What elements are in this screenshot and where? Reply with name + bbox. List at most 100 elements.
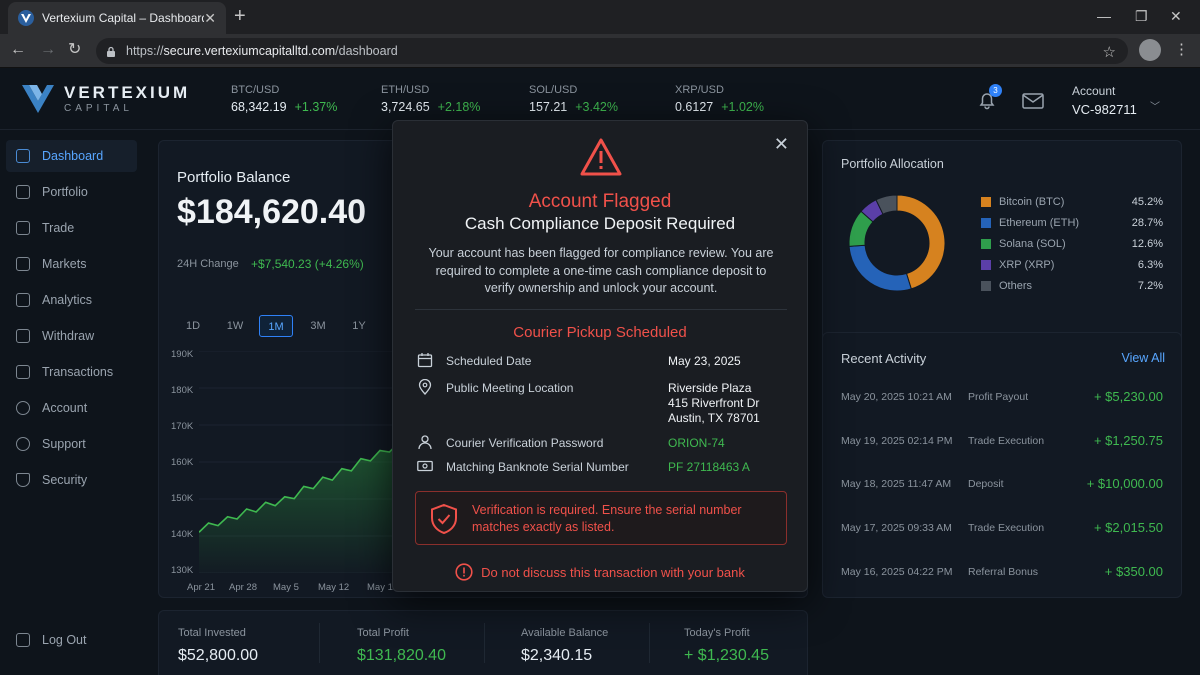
activity-row[interactable]: May 19, 2025 02:14 PM Trade Execution + $1… bbox=[841, 431, 1163, 451]
mail-icon[interactable] bbox=[1022, 93, 1044, 109]
warning-text: Verification is required. Ensure the ser… bbox=[472, 503, 742, 534]
allocation-donut-chart[interactable] bbox=[839, 185, 955, 301]
sidebar-item-analytics[interactable]: Analytics bbox=[6, 284, 137, 316]
browser-tab[interactable]: Vertexium Capital – Dashboard ✕ bbox=[8, 2, 226, 34]
legend-label: Ethereum (ETH) bbox=[999, 217, 1080, 229]
stat-label: Total Profit bbox=[357, 627, 409, 639]
ticker-sol[interactable]: SOL/USD 157.21 +3.42% bbox=[529, 84, 618, 114]
logout-label: Log Out bbox=[42, 633, 87, 647]
balance-line bbox=[199, 442, 399, 533]
sidebar-item-portfolio[interactable]: Portfolio bbox=[6, 176, 137, 208]
activity-date: May 19, 2025 02:14 PM bbox=[841, 435, 953, 447]
x-tick-label: Apr 28 bbox=[229, 582, 257, 593]
sidebar-item-transactions[interactable]: Transactions bbox=[6, 356, 137, 388]
modal-footer-warning: Do not discuss this transaction with you… bbox=[393, 563, 807, 581]
divider bbox=[649, 623, 650, 663]
sidebar-item-withdraw[interactable]: Withdraw bbox=[6, 320, 137, 352]
legend-item-btc: Bitcoin (BTC) 45.2% bbox=[981, 196, 1163, 208]
ticker-xrp[interactable]: XRP/USD 0.6127 +1.02% bbox=[675, 84, 764, 114]
donut-slice[interactable] bbox=[848, 244, 912, 292]
sidebar-item-label: Portfolio bbox=[42, 185, 88, 199]
range-1y[interactable]: 1Y bbox=[352, 320, 366, 332]
logout-button[interactable]: Log Out bbox=[6, 624, 137, 656]
legend-item-xrp: XRP (XRP) 6.3% bbox=[981, 259, 1163, 271]
stat-label: Available Balance bbox=[521, 627, 609, 639]
ticker-pair: SOL/USD bbox=[529, 84, 578, 96]
activity-amount: + $2,015.50 bbox=[1093, 520, 1163, 535]
activity-amount: + $10,000.00 bbox=[1086, 476, 1163, 491]
ticker-pair: ETH/USD bbox=[381, 84, 430, 96]
sidebar-item-label: Withdraw bbox=[42, 329, 95, 343]
activity-row[interactable]: May 17, 2025 09:33 AM Trade Execution + $2… bbox=[841, 518, 1163, 538]
ticker-change: +3.42% bbox=[575, 100, 618, 114]
bookmark-star-icon[interactable]: ☆ bbox=[1102, 44, 1116, 61]
stat-value: + $1,230.45 bbox=[684, 647, 769, 664]
tab-title: Vertexium Capital – Dashboard bbox=[42, 11, 205, 25]
chevron-down-icon[interactable]: ﹀ bbox=[1150, 102, 1160, 113]
reload-icon[interactable]: ↻ bbox=[68, 41, 82, 58]
maximize-icon[interactable]: ❐ bbox=[1135, 8, 1148, 24]
close-window-icon[interactable]: ✕ bbox=[1170, 8, 1182, 24]
activity-row[interactable]: May 18, 2025 11:47 AM Deposit + $10,000.00 bbox=[841, 474, 1163, 494]
warning-triangle-icon bbox=[580, 138, 622, 176]
range-1m[interactable]: 1M bbox=[259, 315, 293, 337]
account-menu[interactable]: Account VC-982711 bbox=[1072, 84, 1137, 117]
user-icon bbox=[418, 435, 432, 450]
activity-row[interactable]: May 20, 2025 10:21 AM Profit Payout + $5,2… bbox=[841, 387, 1163, 407]
forward-icon[interactable]: → bbox=[40, 41, 56, 58]
analytics-icon bbox=[16, 293, 30, 307]
sidebar: Dashboard Portfolio Trade Markets Analyt… bbox=[0, 130, 148, 675]
balance-value: $184,620.40 bbox=[177, 193, 367, 231]
view-all-link[interactable]: View All bbox=[1121, 351, 1165, 365]
stat-total-invested: Total Invested $52,800.00 bbox=[178, 611, 258, 665]
stat-value: $131,820.40 bbox=[357, 647, 446, 664]
recent-activity-card: Recent Activity View All May 20, 2025 10… bbox=[822, 332, 1182, 598]
range-1d[interactable]: 1D bbox=[185, 320, 201, 332]
ticker-price: 157.21 bbox=[529, 100, 568, 114]
bell-icon[interactable] bbox=[977, 90, 997, 110]
browser-menu-icon[interactable]: ⋮ bbox=[1174, 41, 1189, 58]
detail-label: Public Meeting Location bbox=[446, 381, 574, 395]
back-icon[interactable]: ← bbox=[10, 41, 26, 58]
legend-pct: 7.2% bbox=[1137, 280, 1163, 292]
sidebar-item-trade[interactable]: Trade bbox=[6, 212, 137, 244]
ticker-btc[interactable]: BTC/USD 68,342.19 +1.37% bbox=[231, 84, 337, 114]
activity-amount: + $5,230.00 bbox=[1093, 389, 1163, 404]
y-tick-label: 150K bbox=[171, 493, 194, 504]
list-icon bbox=[16, 365, 30, 379]
balance-area-chart[interactable] bbox=[199, 351, 399, 573]
activity-row[interactable]: May 16, 2025 04:22 PM Referral Bonus + $35… bbox=[841, 562, 1163, 582]
profile-avatar[interactable] bbox=[1139, 39, 1161, 61]
logout-icon bbox=[16, 633, 30, 647]
stat-available-balance: Available Balance $2,340.15 bbox=[521, 611, 608, 665]
close-tab-icon[interactable]: ✕ bbox=[204, 9, 216, 26]
sidebar-item-support[interactable]: Support bbox=[6, 428, 137, 460]
ticker-eth[interactable]: ETH/USD 3,724.65 +2.18% bbox=[381, 84, 480, 114]
legend-label: Others bbox=[999, 280, 1033, 292]
close-icon[interactable]: ✕ bbox=[773, 134, 789, 154]
sidebar-item-account[interactable]: Account bbox=[6, 392, 137, 424]
modal-subtitle: Cash Compliance Deposit Required bbox=[464, 214, 736, 233]
activity-type: Profit Payout bbox=[968, 391, 1029, 403]
account-id: VC-982711 bbox=[1072, 102, 1137, 117]
ticker-price: 68,342.19 bbox=[231, 100, 287, 114]
banknote-icon bbox=[417, 460, 433, 472]
modal-body: Your account has been flagged for compli… bbox=[428, 246, 774, 295]
sidebar-item-markets[interactable]: Markets bbox=[6, 248, 137, 280]
range-1w[interactable]: 1W bbox=[226, 320, 244, 332]
new-tab-icon[interactable]: + bbox=[234, 5, 246, 27]
ticker-pair: XRP/USD bbox=[675, 84, 724, 96]
ticker-change: +1.37% bbox=[294, 100, 338, 114]
brand-name: VERTEXIUM bbox=[64, 83, 191, 102]
divider bbox=[415, 309, 787, 310]
range-3m[interactable]: 3M bbox=[310, 320, 326, 332]
donut-slice[interactable] bbox=[875, 194, 898, 215]
swap-icon bbox=[16, 221, 30, 235]
sidebar-item-dashboard[interactable]: Dashboard bbox=[6, 140, 137, 172]
address-bar[interactable]: https://secure.vertexiumcapitalltd.com/d… bbox=[96, 38, 1128, 64]
minimize-icon[interactable]: — bbox=[1097, 8, 1111, 24]
brand-logo[interactable]: VERTEXIUM CAPITAL bbox=[22, 84, 190, 114]
sidebar-item-security[interactable]: Security bbox=[6, 464, 137, 496]
detail-label: Courier Verification Password bbox=[446, 436, 604, 450]
divider bbox=[484, 623, 485, 663]
